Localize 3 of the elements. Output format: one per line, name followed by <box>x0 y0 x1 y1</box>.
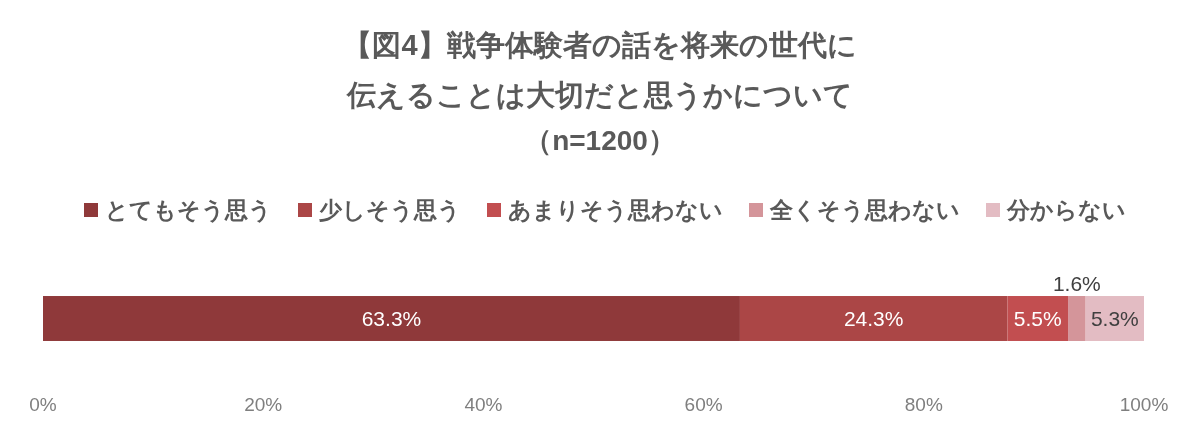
title: 伝えることは大切だと思うかについて <box>347 79 853 111</box>
subtitle: （n=1200） <box>524 125 676 156</box>
title: 【図4】戦争体験者の話を将来の世代に <box>343 29 857 61</box>
